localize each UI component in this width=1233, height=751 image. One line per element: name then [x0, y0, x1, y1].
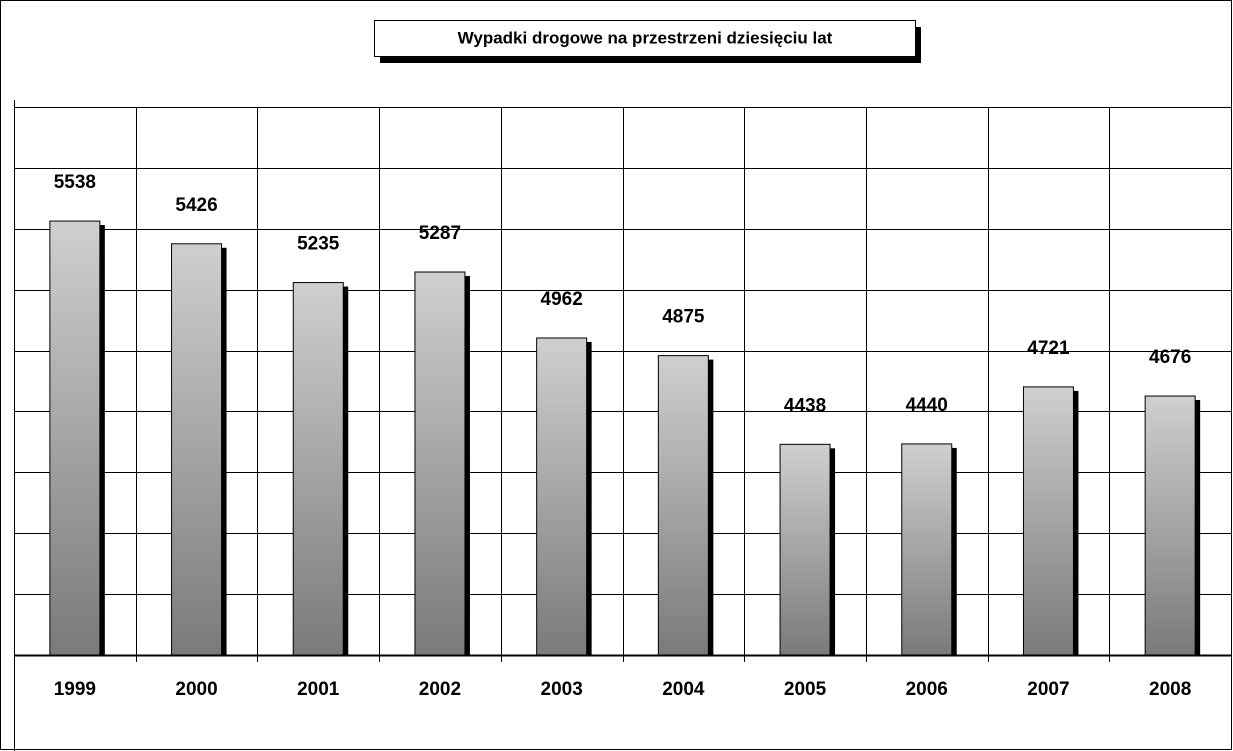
x-tick-label: 2007 [1027, 679, 1069, 700]
bar [1144, 395, 1196, 656]
data-label: 4721 [1027, 338, 1070, 359]
x-tick-label: 2005 [784, 679, 827, 700]
data-label: 5426 [175, 195, 217, 216]
x-tick-label: 2004 [662, 679, 705, 700]
title-box [374, 20, 916, 57]
bar [657, 355, 709, 656]
plot-area: 1999 5538 2000 5426 2001 5235 2002 5287 2003 4962… [14, 100, 1231, 751]
bar [779, 443, 831, 656]
x-tick-label: 2006 [906, 679, 948, 700]
x-tick-label: 1999 [54, 679, 96, 700]
data-label: 4440 [906, 395, 948, 416]
bar [901, 443, 953, 656]
bar [292, 282, 344, 656]
data-label: 5287 [419, 223, 461, 244]
data-label: 4875 [662, 307, 705, 328]
x-tick-label: 2000 [175, 679, 217, 700]
bar [414, 271, 466, 656]
chart-title: Wypadki drogowe na przestrzeni dziesięci… [458, 28, 833, 47]
data-label: 4962 [541, 289, 583, 310]
x-tick-label: 2001 [297, 679, 340, 700]
bar [171, 243, 223, 656]
x-tick-label: 2002 [419, 679, 461, 700]
bar [536, 337, 588, 656]
data-label: 4676 [1149, 347, 1191, 368]
data-label: 4438 [784, 395, 826, 416]
data-label: 5235 [297, 234, 340, 255]
bar [49, 220, 101, 656]
bar [1022, 386, 1074, 656]
x-tick-label: 2008 [1149, 679, 1191, 700]
data-label: 5538 [54, 172, 96, 193]
x-tick-label: 2003 [541, 679, 583, 700]
